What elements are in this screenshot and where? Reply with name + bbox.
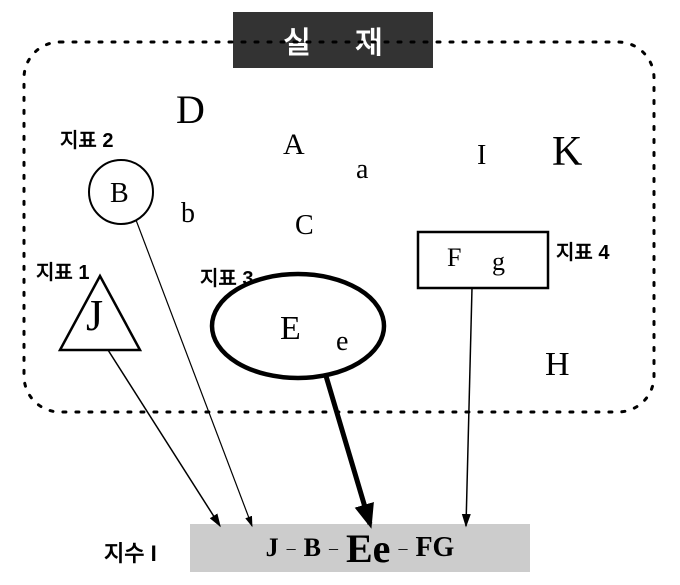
diagram-canvas: 실 재 DAaIKBbCFgJEeH 지표 1지표 2지표 3지표 4지수 I … [0,0,680,585]
header-title-box: 실 재 [233,12,433,68]
index-term-Ee: Ee [346,525,390,572]
index-term-FG: FG [415,532,454,564]
letter-e: e [336,326,348,358]
letter-B: B [110,178,129,210]
header-title: 실 재 [283,18,401,62]
letter-H: H [545,346,570,384]
label1: 지표 1 [36,256,89,285]
label2: 지표 2 [60,124,113,153]
letter-A: A [283,128,305,162]
index-term-B: B [304,533,321,563]
letter-I: I [477,140,486,172]
index-result-box: J–B–Ee–FG [190,524,530,572]
rectangle-shape [418,232,548,288]
label4: 지표 4 [556,236,609,265]
index-separator: – [287,538,296,559]
letter-J: J [86,290,103,341]
letter-F: F [447,243,461,273]
letter-D: D [176,86,205,133]
letter-C: C [295,210,314,242]
indexLabel: 지수 I [104,536,157,568]
letter-K: K [552,128,582,176]
arrow-E [326,376,370,524]
letter-b: b [181,198,195,230]
label3: 지표 3 [200,262,253,291]
index-separator: – [329,538,338,559]
index-term-J: J [266,533,279,563]
letter-a: a [356,154,368,186]
letter-E: E [280,310,301,348]
arrow-F [466,288,472,526]
index-separator: – [398,538,407,559]
letter-g: g [492,247,505,277]
arrow-J [108,350,220,526]
